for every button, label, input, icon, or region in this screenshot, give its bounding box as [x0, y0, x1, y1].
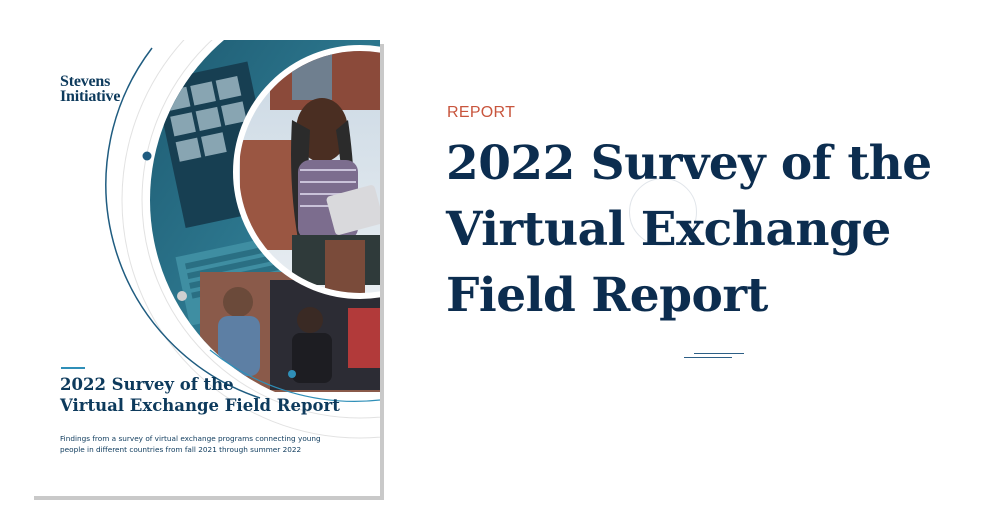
report-eyebrow-label: REPORT — [447, 104, 516, 121]
logo-line-2: Initiative — [60, 88, 121, 105]
cover-subtitle: Findings from a survey of virtual exchan… — [60, 433, 360, 455]
page-title-line-3: Field Report — [446, 268, 768, 323]
cover-title-line-2: Virtual Exchange Field Report — [60, 396, 340, 415]
logo-line-1: Stevens — [60, 73, 111, 90]
report-cover[interactable]: Stevens Initiative 2022 Survey of the Vi… — [30, 40, 380, 496]
cover-accent-rule — [61, 367, 85, 369]
stevens-initiative-logo: Stevens Initiative — [60, 73, 121, 105]
cover-subtitle-line-1: Findings from a survey of virtual exchan… — [60, 434, 321, 443]
cover-subtitle-line-2: people in different countries from fall … — [60, 445, 302, 454]
cover-title: 2022 Survey of the Virtual Exchange Fiel… — [60, 374, 360, 416]
decorative-lines — [684, 353, 744, 361]
page-title-line-1: 2022 Survey of the — [446, 136, 932, 191]
cover-photo-collage — [105, 40, 380, 439]
cover-dot-teal — [288, 370, 296, 378]
cover-title-line-1: 2022 Survey of the — [60, 375, 234, 394]
page-title-line-2: Virtual Exchange — [446, 202, 891, 257]
cover-dot-grey — [177, 291, 187, 301]
cover-dot-navy — [142, 151, 152, 161]
page-title: 2022 Survey of the Virtual Exchange Fiel… — [446, 131, 966, 329]
